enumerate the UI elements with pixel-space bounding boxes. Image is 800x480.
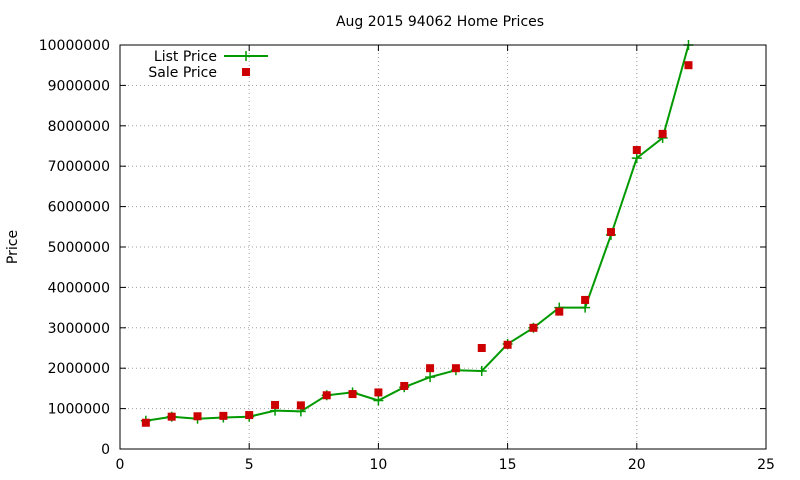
sale-price-point <box>271 400 280 409</box>
legend-label: Sale Price <box>148 65 217 81</box>
list-price-point <box>631 153 642 164</box>
sale-price-point <box>581 295 590 304</box>
sale-price-point <box>322 391 331 400</box>
x-tick-label: 15 <box>499 457 517 473</box>
legend-plus-marker <box>241 51 251 61</box>
list-price-point <box>425 372 436 383</box>
y-tick-label: 6000000 <box>48 200 110 216</box>
sale-price-point <box>555 307 564 316</box>
sale-price-point <box>658 129 667 138</box>
sale-price-point <box>477 344 486 352</box>
y-tick-label: 4000000 <box>48 280 110 296</box>
sale-price-point <box>374 388 383 397</box>
series-layer <box>140 40 694 427</box>
x-tick-label: 20 <box>628 457 646 473</box>
sale-price-point <box>193 412 202 421</box>
sale-price-point <box>348 390 357 399</box>
sale-price-point <box>219 411 228 420</box>
sale-price-point <box>296 401 305 410</box>
x-tick-label: 0 <box>116 457 125 473</box>
sale-price-point <box>632 146 641 155</box>
legend-label: List Price <box>154 49 217 65</box>
list-price-point <box>580 302 591 313</box>
y-tick-label: 9000000 <box>48 78 110 94</box>
legend-square-marker <box>242 68 250 76</box>
y-tick-label: 5000000 <box>48 240 110 256</box>
sale-price-point <box>606 228 615 237</box>
x-tick-label: 25 <box>757 457 775 473</box>
y-tick-label: 7000000 <box>48 159 110 175</box>
x-tick-label: 5 <box>245 457 254 473</box>
sale-price-point <box>167 412 176 421</box>
x-tick-label: 10 <box>369 457 387 473</box>
y-axis-label: Price <box>5 230 21 264</box>
y-tick-label: 2000000 <box>48 361 110 377</box>
sale-price-point <box>141 418 150 427</box>
axis-ticks: 0 5 10 15 20 25 0 1000000 2000000 3000000 4000000 5… <box>39 38 775 473</box>
sale-price-point <box>400 381 409 390</box>
y-tick-label: 10000000 <box>39 38 110 54</box>
sale-price-point <box>684 61 693 70</box>
list-price-point <box>476 366 487 377</box>
y-tick-label: 3000000 <box>48 321 110 337</box>
y-tick-label: 8000000 <box>48 119 110 135</box>
sale-price-point <box>451 364 460 373</box>
sale-price-point <box>245 411 254 420</box>
grid <box>120 45 766 449</box>
list-price-point <box>373 395 384 406</box>
sale-price-point <box>529 323 538 332</box>
list-price-line <box>145 44 690 422</box>
chart-title: Aug 2015 94062 Home Prices <box>336 14 544 30</box>
sale-price-point <box>503 340 512 349</box>
y-tick-label: 1000000 <box>48 402 110 418</box>
y-tick-label: 0 <box>101 442 110 458</box>
sale-price-point <box>426 364 435 373</box>
